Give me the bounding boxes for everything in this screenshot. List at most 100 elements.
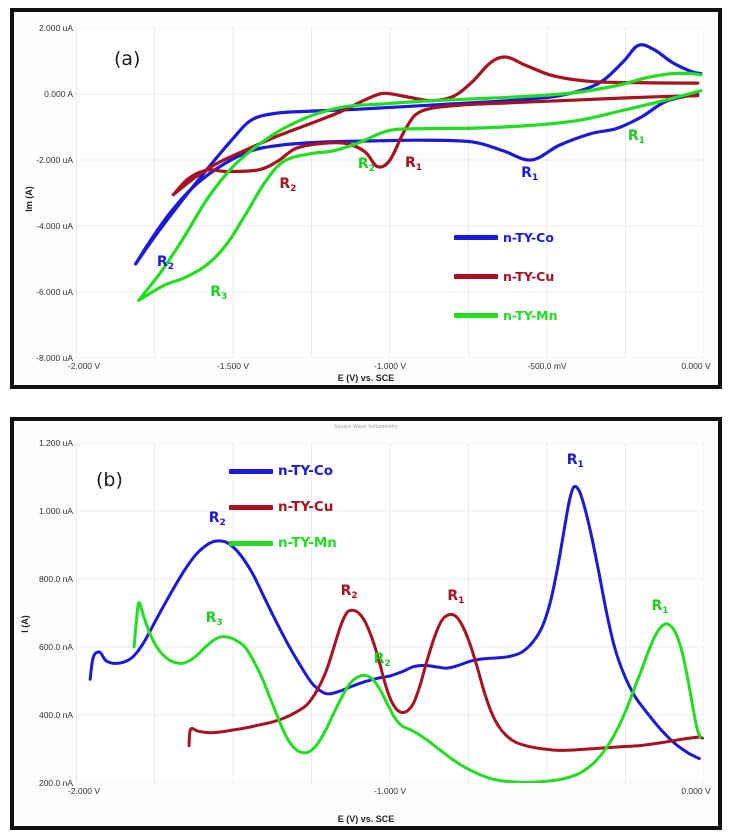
legend-label: n-TY-Mn [503,308,558,323]
peak-label-subscript: 2 [167,261,174,272]
peak-label-subscript: 1 [415,162,423,173]
peak-label: R1 [521,164,539,183]
peak-label: R1 [447,587,465,606]
peak-label: R2 [373,650,391,669]
peak-label-text: R [279,175,291,192]
peak-label-subscript: 1 [577,459,584,470]
data-series-line [134,43,703,266]
peak-label-subscript: 1 [638,135,645,146]
data-series-line [88,484,701,761]
data-series-line [171,55,700,197]
peak-label-text: R [521,164,532,181]
peak-label: R2 [208,509,226,528]
peak-label-text: R [156,253,168,270]
panel-b-chart-title: Square Wave Voltammetry [334,424,398,430]
legend-color-swatch [229,468,273,474]
panel-b-tag: (b) [96,469,123,491]
peak-label-text: R [404,154,416,171]
y-tick-label: 1.000 uA [38,506,73,516]
peak-label-text: R [627,127,639,144]
peak-label: R3 [205,609,223,628]
peak-label: R1 [404,154,423,173]
peak-label-subscript: 2 [351,590,358,601]
panel-b-plot-area [76,443,704,783]
peak-label-text: R [340,582,352,599]
peak-label-subscript: 1 [531,172,539,183]
x-tick-label: -1.000 V [373,361,407,371]
data-series-line [137,89,703,302]
panel-b-x-tick-labels: -2.000 V -1.000 V 0.000 V [14,786,718,802]
legend-color-swatch [229,504,273,510]
legend-item[interactable]: n-TY-Cu [229,499,337,515]
legend-label: n-TY-Cu [503,269,555,284]
legend-color-swatch [454,235,498,240]
panel-a-tag: (a) [114,48,141,70]
peak-label-text: R [651,597,663,614]
x-tick-label: 0.000 V [681,786,711,796]
panel-b-legend: n-TY-Co n-TY-Cu n-TY-Mn [229,463,337,571]
peak-label: R2 [340,582,358,601]
panel-b-plot-wrapper: Square Wave Voltammetry I (A) 1.200 uA 1.… [14,421,718,826]
y-tick-label: -4.000 uA [36,221,73,231]
legend-color-swatch [454,274,498,279]
panel-a-cyclic-voltammetry: Im (A) 2.000 uA 0.000 A -2.000 uA -4.000 uA… [10,8,722,389]
panel-a-plot-area [76,28,704,358]
y-tick-label: -8.000 uA [36,353,73,363]
peak-label-subscript: 2 [368,163,375,174]
x-tick-label: 0.000 V [681,361,711,371]
legend-item[interactable]: n-TY-Co [229,463,337,479]
x-tick-label: -1.500 V [216,361,250,371]
legend-item[interactable]: n-TY-Cu [454,269,558,284]
peak-label-text: R [210,283,222,300]
panel-a-x-tick-labels: -2.000 V -1.500 V -1.000 V -500.0 mV 0.000 V [14,361,718,377]
peak-label-subscript: 1 [458,595,465,606]
y-tick-label: 200.0 nA [38,778,73,788]
y-tick-label: 800.0 nA [38,574,73,584]
x-tick-label: -1.000 V [373,786,407,796]
peak-label-text: R [447,587,459,604]
legend-label: n-TY-Co [278,463,334,479]
plot-svg [76,28,704,358]
legend-item[interactable]: n-TY-Mn [454,308,558,323]
peak-label-text: R [566,451,578,468]
peak-label: R1 [566,451,584,470]
peak-label-text: R [357,155,369,172]
x-tick-label: -500.0 mV [527,361,567,371]
peak-label-subscript: 2 [290,183,297,194]
legend-item[interactable]: n-TY-Co [454,230,558,245]
y-tick-label: 400.0 nA [38,710,73,720]
peak-label-subscript: 3 [216,617,223,628]
y-tick-label: 2.000 uA [38,23,73,33]
data-series-line [134,92,700,266]
panel-b-y-tick-labels: 1.200 uA 1.000 uA 800.0 nA 600.0 nA 400.0 nA… [28,438,76,788]
legend-label: n-TY-Cu [278,499,334,515]
peak-label: R2 [357,155,375,174]
y-tick-label: 1.200 uA [38,438,73,448]
peak-label: R1 [627,127,645,146]
legend-item[interactable]: n-TY-Mn [229,535,337,551]
peak-label-text: R [205,609,217,626]
panel-b-x-axis-label: E (V) vs. SCE [337,814,395,824]
y-tick-label: 0.000 A [44,89,73,99]
legend-color-swatch [229,540,273,546]
data-series-line [132,601,702,783]
x-tick-label: -2.000 V [67,786,101,796]
plot-svg [76,443,704,783]
peak-label: R2 [279,175,297,194]
peak-label-text: R [373,650,385,667]
peak-label: R1 [651,597,669,616]
peak-label: R3 [210,283,227,302]
panel-a-plot-wrapper: Im (A) 2.000 uA 0.000 A -2.000 uA -4.000 uA… [14,12,718,385]
panel-a-legend: n-TY-Co n-TY-Cu n-TY-Mn [454,230,558,347]
peak-label: R2 [156,253,174,272]
panel-b-square-wave-voltammetry: Square Wave Voltammetry I (A) 1.200 uA 1.… [10,417,722,830]
peak-label-text: R [208,509,220,526]
peak-label-subscript: 2 [219,517,226,528]
peak-label-subscript: 1 [662,605,669,616]
data-series-line [137,71,703,302]
panel-a-y-tick-labels: 2.000 uA 0.000 A -2.000 uA -4.000 uA -6.000 … [28,23,76,363]
legend-label: n-TY-Co [503,230,554,245]
y-tick-label: -6.000 uA [36,287,73,297]
x-tick-label: -2.000 V [67,361,101,371]
